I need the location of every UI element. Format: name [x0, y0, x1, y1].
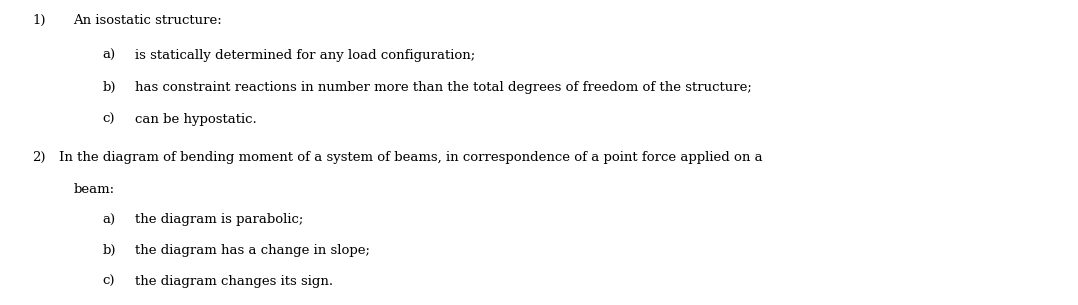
Text: c): c) [102, 113, 115, 126]
Text: can be hypostatic.: can be hypostatic. [135, 113, 257, 126]
Text: 2): 2) [32, 151, 46, 164]
Text: a): a) [102, 214, 115, 227]
Text: has constraint reactions in number more than the total degrees of freedom of the: has constraint reactions in number more … [135, 81, 751, 94]
Text: the diagram is parabolic;: the diagram is parabolic; [135, 214, 303, 227]
Text: the diagram changes its sign.: the diagram changes its sign. [135, 274, 333, 288]
Text: is statically determined for any load configuration;: is statically determined for any load co… [135, 49, 475, 62]
Text: An isostatic structure:: An isostatic structure: [73, 14, 222, 27]
Text: the diagram has a change in slope;: the diagram has a change in slope; [135, 244, 370, 257]
Text: b): b) [102, 244, 116, 257]
Text: In the diagram of bending moment of a system of beams, in correspondence of a po: In the diagram of bending moment of a sy… [59, 151, 763, 164]
Text: beam:: beam: [73, 183, 114, 196]
Text: 1): 1) [32, 14, 46, 27]
Text: a): a) [102, 49, 115, 62]
Text: c): c) [102, 274, 115, 288]
Text: b): b) [102, 81, 116, 94]
